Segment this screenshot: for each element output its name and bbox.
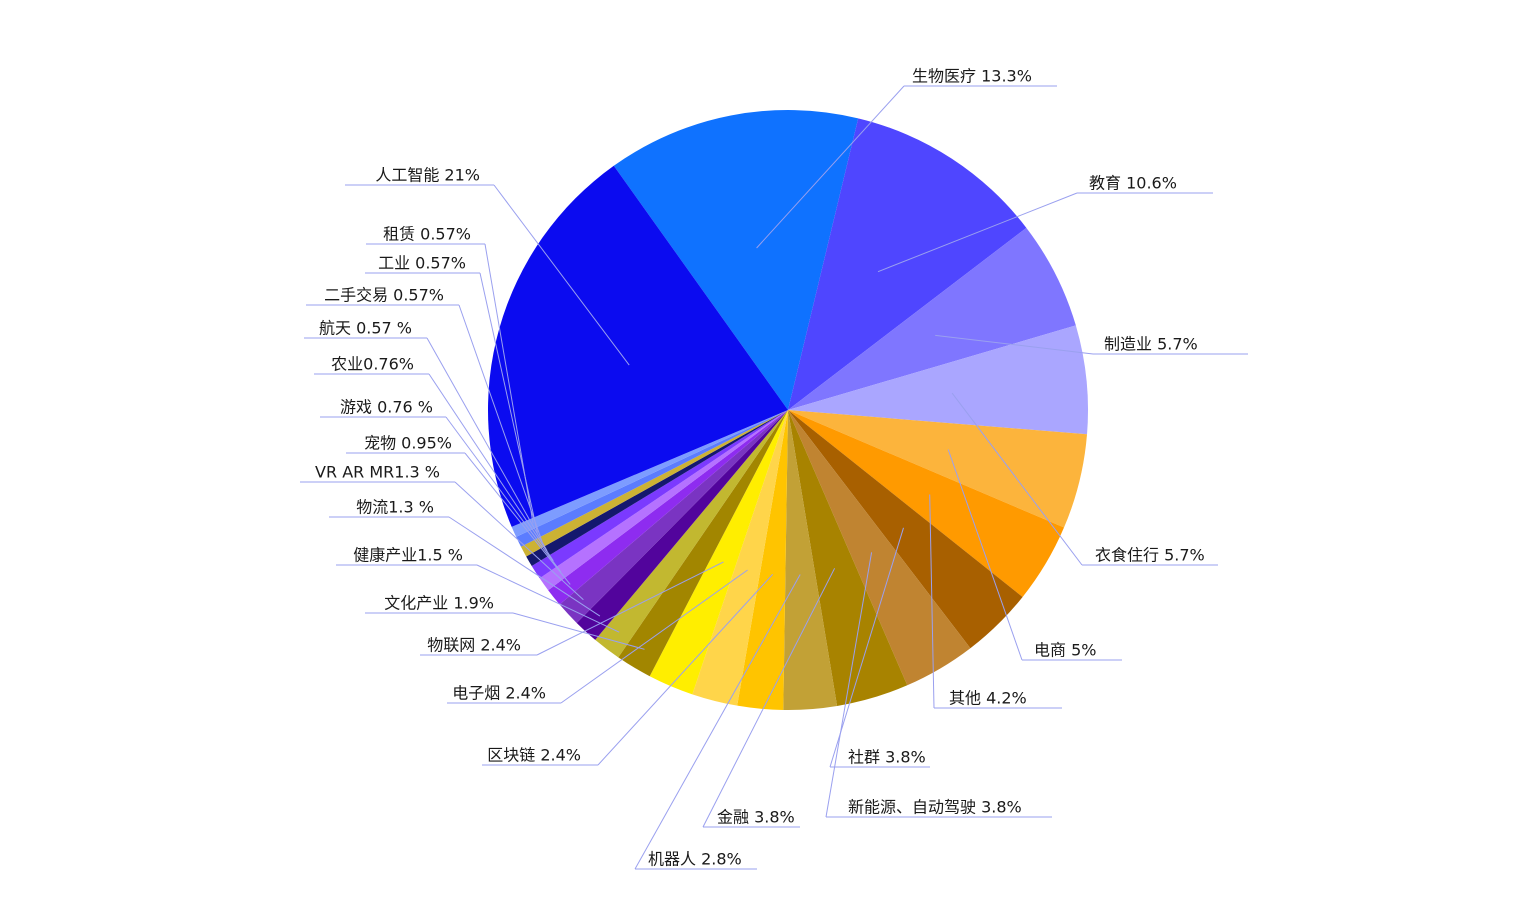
pie-slice [595, 410, 788, 658]
slice-label: 租赁 0.57% [383, 225, 471, 244]
pie-slice [539, 410, 788, 591]
slice-label: 游戏 0.76 % [340, 398, 433, 417]
pie-slice [548, 410, 788, 605]
slice-label: 电商 5% [1034, 641, 1096, 660]
leaders-layer [300, 85, 1248, 870]
slice-label: 其他 4.2% [949, 689, 1027, 708]
leader-line [512, 612, 645, 650]
leader-line [426, 337, 548, 551]
slice-label: 区块链 2.4% [487, 746, 581, 765]
leader-line [464, 452, 571, 585]
slice-label: 农业0.76% [331, 355, 414, 374]
leader-line [493, 184, 630, 366]
pie-slice [618, 410, 788, 677]
labels-layer: 生物医疗 13.3% 教育 10.6% 制造业 5.7% 衣食住行 5.7% 电商 5%… [315, 67, 1205, 869]
leader-line [536, 561, 724, 656]
leader-line [756, 85, 905, 249]
slice-label: 社群 3.8% [848, 748, 926, 767]
pie-slice [788, 410, 1065, 597]
pie-slice [576, 410, 788, 640]
slice-label: 生物医疗 13.3% [912, 67, 1032, 86]
leader-line [454, 481, 584, 601]
slice-label: 衣食住行 5.7% [1095, 546, 1205, 565]
slice-label: 健康产业1.5 % [353, 546, 463, 565]
pie-slice [788, 118, 1027, 410]
pie-slice [613, 110, 859, 410]
slice-label: 文化产业 1.9% [384, 594, 494, 613]
pie-slice [516, 410, 788, 547]
leader-line [877, 192, 1078, 273]
slice-label: 人工智能 21% [375, 166, 480, 185]
pie-slice [487, 165, 788, 527]
pie-slice [788, 325, 1089, 435]
leader-line [484, 243, 534, 524]
pie-slice [783, 410, 838, 710]
leader-line [458, 304, 543, 542]
pie-slice [531, 410, 788, 579]
slice-label: 二手交易 0.57% [324, 286, 444, 305]
pie-slice [737, 410, 788, 710]
leader-line [479, 272, 538, 533]
pie-slice [692, 410, 788, 706]
pie-slice [649, 410, 788, 695]
leader-line [947, 449, 1023, 661]
leader-line [560, 569, 748, 704]
leader-line [929, 494, 935, 709]
slice-label: 物联网 2.4% [427, 636, 521, 655]
slice-label: 新能源、自动驾驶 3.8% [848, 798, 1022, 817]
slice-label: 电子烟 2.4% [452, 684, 546, 703]
pie-slice [788, 410, 908, 706]
slice-label: 金融 3.8% [717, 808, 795, 827]
slice-label: 航天 0.57 % [319, 319, 412, 338]
pie-slice [788, 227, 1076, 410]
leader-line [634, 574, 801, 870]
leader-line [825, 552, 873, 818]
leader-line [445, 416, 562, 573]
pie-slice [788, 410, 1023, 649]
slice-label: 宠物 0.95% [364, 434, 452, 453]
slice-label: 制造业 5.7% [1104, 335, 1198, 354]
slice-label: 工业 0.57% [378, 254, 466, 273]
pie-slice [520, 410, 788, 557]
leader-line [597, 573, 774, 766]
slice-label: VR AR MR1.3 % [315, 463, 440, 482]
leader-line [448, 516, 601, 617]
pie-slice [511, 410, 788, 537]
slice-label: 物流1.3 % [356, 498, 434, 517]
slice-label: 机器人 2.8% [648, 850, 742, 869]
slice-label: 教育 10.6% [1089, 174, 1177, 193]
leader-line [935, 334, 1094, 355]
pie-slice [526, 410, 788, 566]
pie-slice [788, 410, 971, 686]
leader-line [951, 392, 1083, 566]
slices-layer [487, 110, 1089, 710]
leader-line [476, 564, 620, 633]
pie-slice [788, 410, 1088, 528]
leader-line [428, 373, 554, 562]
pie-slice [559, 410, 788, 623]
leader-line [702, 568, 836, 828]
leader-line [829, 527, 904, 768]
